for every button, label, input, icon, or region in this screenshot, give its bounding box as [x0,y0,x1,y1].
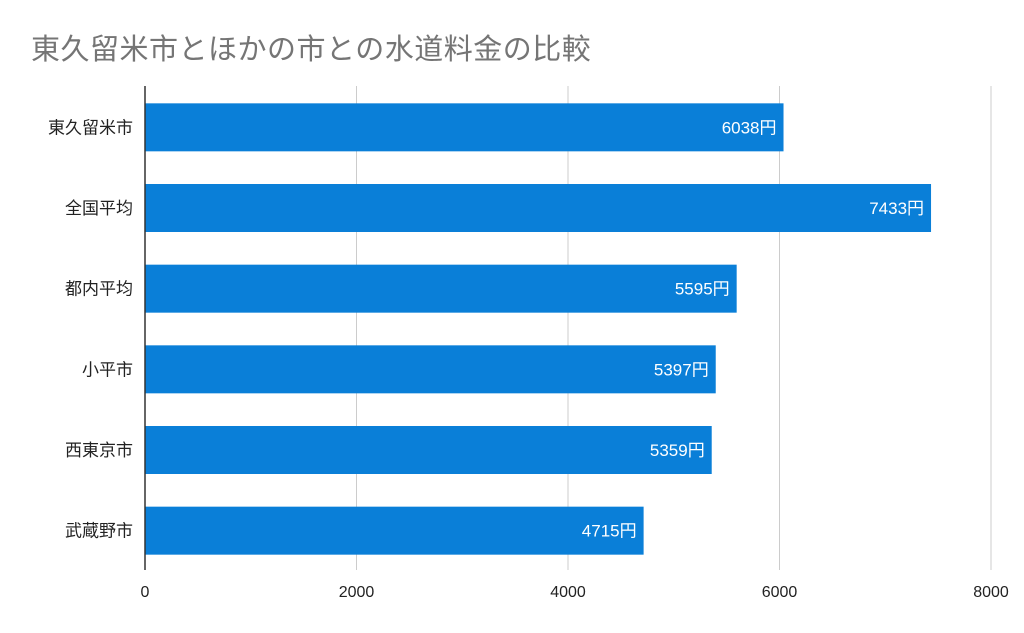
bar [145,506,644,555]
data-label: 5397円 [654,360,709,379]
bar [145,103,784,152]
x-tick-label: 6000 [762,584,798,601]
category-label: 西東京市 [65,441,133,461]
category-label: 全国平均 [65,199,133,219]
category-label: 武蔵野市 [65,522,133,542]
bar [145,345,716,394]
x-tick-label: 0 [141,584,150,601]
x-tick-label: 2000 [339,584,375,601]
category-label: 都内平均 [65,280,133,300]
x-tick-label: 4000 [550,584,586,601]
bar [145,426,712,474]
category-label: 小平市 [82,360,133,380]
data-label: 7433円 [869,199,924,218]
x-tick-label: 8000 [973,584,1009,601]
bar [145,184,932,232]
category-label: 東久留米市 [48,118,133,138]
data-label: 4715円 [582,522,637,541]
data-label: 5359円 [650,441,705,460]
data-label: 5595円 [675,280,730,299]
bar [145,264,737,313]
data-label: 6038円 [722,118,777,137]
chart-title: 東久留米市とほかの市との水道料金の比較 [31,32,592,66]
